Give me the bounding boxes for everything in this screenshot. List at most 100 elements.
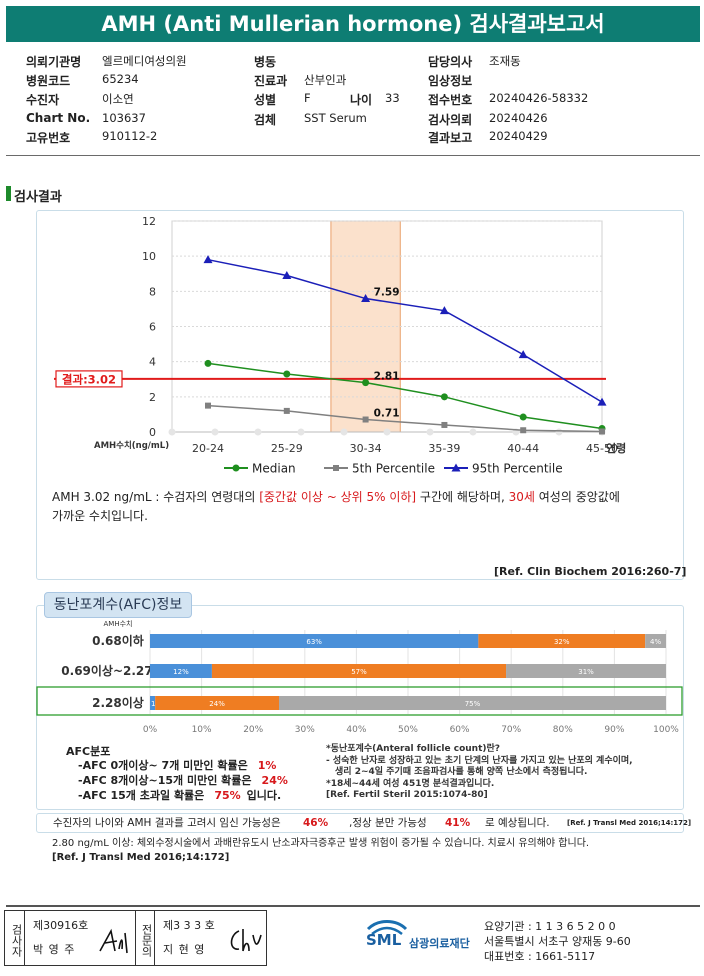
y-tick-label: 6 (149, 321, 156, 334)
series-line (207, 404, 603, 433)
x-axis-dot (555, 428, 563, 436)
result-label: 결과:3.02 (62, 372, 116, 386)
info-value: 이소연 (102, 92, 134, 106)
afc-x-tick: 40% (346, 725, 366, 735)
afc-segment-label: 31% (578, 668, 594, 676)
interp-age: 30세 (508, 490, 535, 504)
afc-segment-label: 4% (650, 638, 661, 646)
examiner-signature (99, 928, 128, 954)
warning-ref: [Ref. J Transl Med 2016;14:172] (52, 852, 230, 863)
legend-label: 5th Percentile (352, 462, 435, 476)
report-title: AMH (Anti Mullerian hormone) 검사결과보고서 (6, 6, 700, 42)
afc-x-tick: 50% (398, 725, 418, 735)
reviewer-label: 전문의 (135, 911, 155, 965)
amh-line-chart: 0 2 4 6 8 10 12 20-24 25-29 30-34 35-39 40-44 45-50연… (54, 215, 626, 476)
y-tick-label: 4 (149, 356, 156, 369)
x-axis-dot (426, 428, 434, 436)
data-point (204, 359, 212, 367)
sml-logo-icon (366, 920, 408, 936)
afc-bar-segment (645, 634, 666, 648)
x-axis-dot (340, 428, 348, 436)
afc-bar-segment (155, 696, 279, 710)
afc-bar-segment (150, 664, 212, 678)
legend-marker (232, 464, 240, 472)
afc-dist-pct: 75% (214, 789, 241, 802)
afc-row-label: 0.69이상~2.27이하 (61, 663, 174, 678)
afc-dist-text: -AFC 8개이상~15개 미만인 확률은 (78, 774, 252, 787)
info-label: 고유번호 (26, 131, 71, 145)
info-value: 103637 (102, 111, 146, 125)
series-line (207, 362, 603, 430)
x-tick-label: 35-39 (428, 442, 460, 455)
result-label-box (55, 370, 123, 388)
info-label: 접수번호 (428, 93, 473, 107)
afc-dist-list: -AFC 0개이상~ 7개 미만인 확률은 1% -AFC 8개이상~15개 미만인… (78, 758, 288, 803)
data-point (520, 427, 527, 434)
data-point (597, 397, 607, 406)
afc-tab: 동난포계수(AFC)정보 (44, 592, 192, 618)
legend-marker (333, 465, 339, 471)
warning-text: 2.80 ng/mL 이상: 체외수정시술에서 과배란유도시 난소과자극증후군 … (52, 838, 590, 849)
y-axis-label: AMH수치(ng/mL) (94, 440, 169, 451)
data-point (441, 421, 448, 428)
reviewer-name: 지 현 영 (163, 943, 206, 956)
afc-bar-chart: AMH수치 0% 10% 20% 30% 40% 50% 60% 70% 80% 90% 100% 0.… (36, 619, 683, 735)
examiner-name: 박 영 주 (33, 943, 76, 956)
y-tick-label: 0 (149, 426, 156, 439)
x-tick-label: 45-50 (586, 442, 618, 455)
afc-segment-label: 12% (173, 668, 189, 676)
data-point (518, 350, 528, 359)
x-axis-dot (383, 428, 391, 436)
info-value: 910112-2 (102, 129, 158, 143)
data-point (362, 416, 369, 423)
x-axis-dot (211, 428, 219, 436)
header-divider (6, 155, 700, 156)
org-contact: 요양기관 : 1 1 3 6 5 2 0 0 서울특별시 서초구 양재동 9-6… (484, 919, 631, 964)
afc-x-tick: 10% (192, 725, 212, 735)
preg-value1: 46% (303, 817, 329, 829)
info-label: 수진자 (26, 93, 60, 107)
afc-x-tick: 90% (604, 725, 624, 735)
info-label: 진료과 (254, 74, 288, 88)
afc-dist-text: -AFC 0개이상~ 7개 미만인 확률은 (78, 759, 248, 772)
info-value: SST Serum (304, 111, 367, 125)
chart-reference: [Ref. Clin Biochem 2016:260-7] (494, 565, 687, 578)
legend-label: 95th Percentile (472, 462, 563, 476)
afc-dist-item: -AFC 15개 초과일 확률은 75% 입니다. (78, 788, 288, 803)
info-label: Chart No. (26, 111, 91, 125)
afc-highlight-frame (36, 686, 683, 716)
preg-value2: 41% (445, 817, 471, 829)
afc-x-tick: 80% (553, 725, 573, 735)
afc-dist-title: AFC분포 (66, 745, 111, 758)
afc-bar-segment (478, 634, 646, 648)
afc-dist-item: -AFC 8개이상~15개 미만인 확률은 24% (78, 773, 288, 788)
y-tick-label: 8 (149, 285, 156, 298)
y-tick-label: 12 (142, 215, 156, 228)
info-label: 임상정보 (428, 74, 473, 88)
afc-segment-label: 24% (209, 700, 225, 708)
info-value: 엘르메디여성의원 (102, 54, 187, 68)
chart-panel (36, 210, 684, 580)
data-point (440, 393, 448, 401)
interp-range: [중간값 이상 ~ 상위 5% 이하] (259, 490, 417, 504)
data-point (205, 402, 211, 409)
series-line (207, 258, 603, 403)
afc-x-tick: 20% (243, 725, 263, 735)
y-tick-label: 2 (149, 391, 156, 404)
info-label: 병동 (254, 55, 277, 69)
interp-line2: 가까운 수치입니다. (52, 509, 148, 523)
info-label: 담당의사 (428, 55, 473, 69)
data-point (361, 294, 371, 303)
x-tick-label: 25-29 (271, 442, 303, 455)
info-label: 성별 (254, 93, 277, 107)
afc-amh-label: AMH수치 (104, 619, 133, 628)
x-axis-label: 연령 (606, 441, 626, 455)
info-value: F (304, 91, 311, 105)
afc-bar-segment (279, 696, 666, 710)
info-label: 병원코드 (26, 74, 71, 88)
examiner-label: 검사자 (5, 911, 25, 965)
info-value: 65234 (102, 72, 139, 86)
afc-note-title: *동난포계수(Anteral follicle count)란? (326, 744, 500, 754)
org-code: 요양기관 : 1 1 3 6 5 2 0 0 (484, 920, 616, 933)
examiner-number: 제30916호 (33, 919, 89, 932)
